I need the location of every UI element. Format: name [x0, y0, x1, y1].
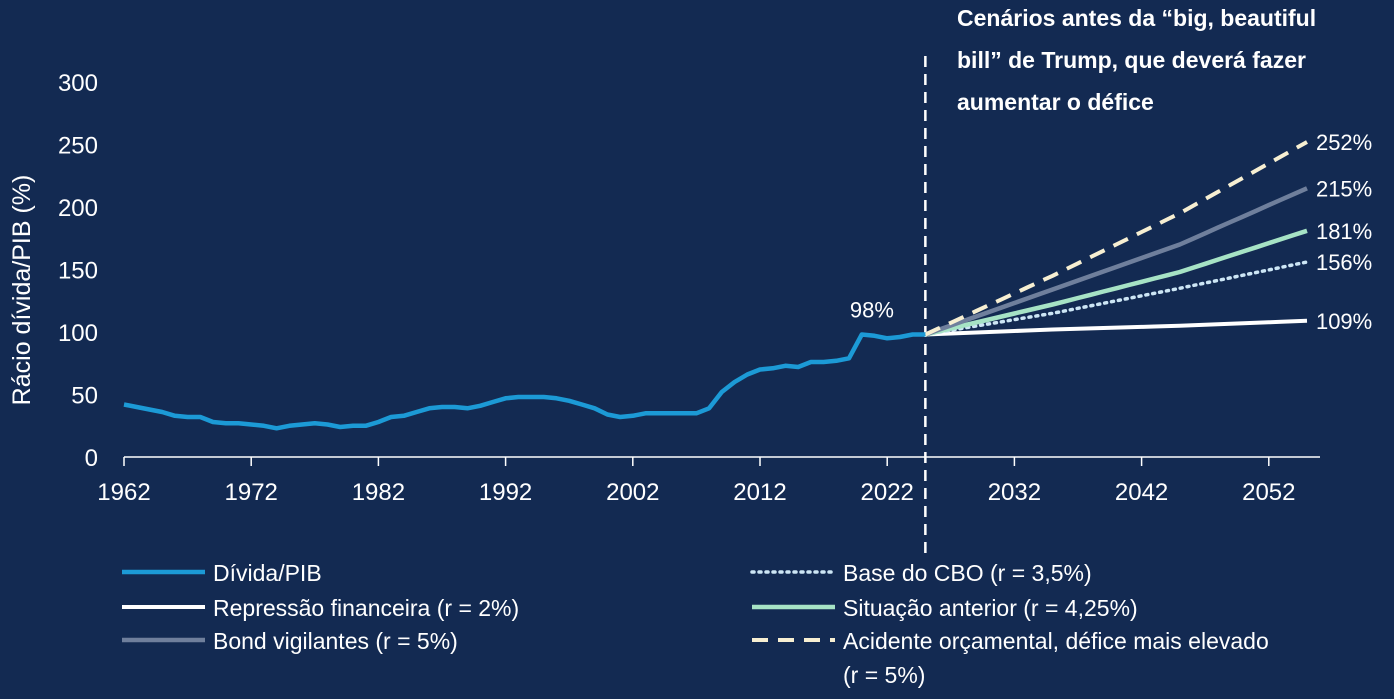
end-label-repression: 109% — [1316, 309, 1372, 334]
end-label-accident: 252% — [1316, 130, 1372, 155]
legend-group: Dívida/PIB Repressão financeira (r = 2%) B… — [122, 560, 1269, 688]
y-tick-label-100: 100 — [58, 320, 98, 347]
x-tick-label-2042: 2042 — [1115, 479, 1168, 506]
y-tick-label-200: 200 — [58, 195, 98, 222]
x-tick-label-2022: 2022 — [861, 479, 914, 506]
x-tick-label-2052: 2052 — [1242, 479, 1295, 506]
scenario-annotation: Cenários antes da “big, beautiful bill” d… — [957, 5, 1316, 115]
y-tick-label-150: 150 — [58, 258, 98, 285]
series-line-repression — [925, 318, 1308, 337]
y-tick-label-50: 50 — [71, 383, 98, 410]
series-line-historical — [123, 332, 926, 431]
legend-label-cbo: Base do CBO (r = 3,5%) — [843, 560, 1092, 586]
y-tick-label-250: 250 — [58, 133, 98, 160]
legend-label-accident-line2: (r = 5%) — [843, 662, 925, 688]
x-tick-label-2012: 2012 — [733, 479, 786, 506]
scenario-annotation-line-2: bill” de Trump, que deverá fazer — [957, 47, 1306, 73]
series-line-vigilantes — [924, 186, 1308, 337]
end-label-cbo: 156% — [1316, 250, 1372, 275]
legend-label-prior: Situação anterior (r = 4,25%) — [843, 595, 1138, 621]
point-label-98: 98% — [850, 298, 894, 323]
end-label-prior: 181% — [1316, 219, 1372, 244]
end-label-vigilantes: 215% — [1316, 176, 1372, 201]
x-tick-label-1982: 1982 — [352, 479, 405, 506]
legend-label-repression: Repressão financeira (r = 2%) — [213, 595, 519, 621]
scenario-annotation-line-3: aumentar o défice — [957, 89, 1154, 115]
y-axis-label: Rácio dívida/PIB (%) — [8, 175, 36, 406]
legend-label-historical: Dívida/PIB — [213, 560, 322, 586]
series-line-accident — [924, 140, 1308, 337]
labels-group: 109% 156% 181% 215% 252% 98% Cenários antes da… — [850, 5, 1372, 334]
scenario-annotation-line-1: Cenários antes da “big, beautiful — [957, 5, 1316, 31]
legend-label-vigilantes: Bond vigilantes (r = 5%) — [213, 628, 458, 654]
x-tick-label-1992: 1992 — [479, 479, 532, 506]
y-tick-label-0: 0 — [85, 445, 98, 472]
y-tick-label-300: 300 — [58, 70, 98, 97]
x-tick-label-2002: 2002 — [606, 479, 659, 506]
series-group — [123, 140, 1309, 431]
x-tick-label-1972: 1972 — [225, 479, 278, 506]
legend-label-accident: Acidente orçamental, défice mais elevado — [843, 628, 1269, 654]
x-tick-label-1962: 1962 — [97, 479, 150, 506]
axes-group: 1962 1972 1982 1992 2002 2012 2022 2032 2042 2052… — [58, 56, 1320, 560]
series-line-cbo — [923, 260, 1309, 337]
series-line-prior — [924, 228, 1308, 337]
x-tick-label-2032: 2032 — [988, 479, 1041, 506]
